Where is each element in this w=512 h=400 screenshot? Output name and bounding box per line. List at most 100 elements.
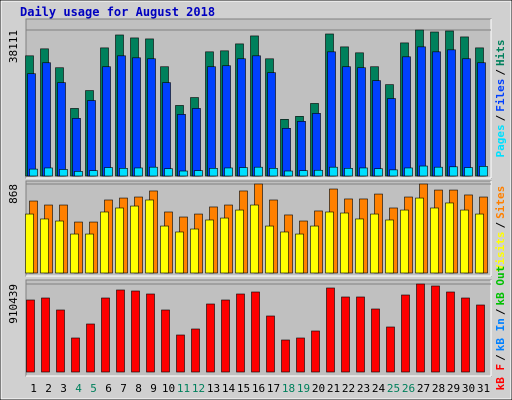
bar <box>342 66 351 177</box>
bar <box>327 51 336 177</box>
bar <box>296 337 305 373</box>
bar <box>26 299 35 373</box>
bar <box>385 219 394 274</box>
legend-separator: / <box>494 308 507 315</box>
bar <box>176 334 185 373</box>
x-tick-label: 1 <box>30 382 37 395</box>
legend-entry: Sites <box>494 186 507 219</box>
bar <box>130 205 139 274</box>
bar <box>449 166 458 177</box>
bar <box>461 297 470 373</box>
bar <box>42 62 51 177</box>
bar <box>416 283 425 373</box>
x-tick-label: 28 <box>432 382 445 395</box>
bar <box>434 166 443 177</box>
bar <box>132 57 141 177</box>
bar <box>252 55 261 177</box>
bar <box>209 168 218 177</box>
bar <box>41 297 50 373</box>
bar <box>55 220 64 274</box>
x-tick-label: 23 <box>357 382 370 395</box>
bar <box>431 285 440 373</box>
bar <box>101 297 110 373</box>
x-tick-label: 25 <box>387 382 400 395</box>
bar <box>402 56 411 177</box>
bar <box>254 166 263 177</box>
bar <box>400 209 409 274</box>
x-tick-label: 27 <box>417 382 430 395</box>
legend-entry: Files <box>494 79 507 112</box>
bar <box>340 212 349 274</box>
bar <box>104 167 113 177</box>
bar <box>312 113 321 177</box>
legend: Visits / Sites <box>494 186 507 272</box>
x-tick-label: 17 <box>267 382 280 395</box>
bar <box>447 49 456 177</box>
bar <box>359 167 368 177</box>
x-tick-label: 9 <box>150 382 157 395</box>
bar <box>70 233 79 274</box>
bar <box>357 67 366 177</box>
x-tick-label: 3 <box>60 382 67 395</box>
bar <box>374 168 383 177</box>
bar <box>401 294 410 373</box>
x-tick-label: 6 <box>105 382 112 395</box>
bar <box>175 231 184 274</box>
bar <box>164 168 173 177</box>
bar <box>479 166 488 177</box>
bar <box>477 62 486 177</box>
x-tick-label: 16 <box>252 382 265 395</box>
bar <box>282 128 291 177</box>
bar <box>341 296 350 373</box>
bar <box>269 168 278 177</box>
bar <box>85 233 94 274</box>
x-tick-label: 14 <box>222 382 236 395</box>
bar <box>297 121 306 177</box>
x-tick-label: 26 <box>402 382 415 395</box>
bar <box>56 309 65 373</box>
bar <box>145 199 154 274</box>
bar <box>265 225 274 274</box>
x-tick-label: 15 <box>237 382 250 395</box>
bar <box>417 46 426 177</box>
bar <box>27 73 36 177</box>
bar <box>326 287 335 373</box>
bar <box>89 170 98 177</box>
legend-separator: / <box>494 114 507 121</box>
bar <box>430 207 439 274</box>
bar <box>432 51 441 177</box>
bar <box>251 291 260 373</box>
y-tick-label: 38111 <box>7 30 20 63</box>
bar <box>191 328 200 373</box>
x-tick-label: 12 <box>192 382 205 395</box>
bar <box>207 66 216 177</box>
bar <box>236 293 245 373</box>
bar <box>311 330 320 373</box>
bar <box>370 213 379 274</box>
bar <box>356 296 365 373</box>
bar <box>87 100 96 177</box>
bar <box>355 218 364 274</box>
bar <box>74 171 83 177</box>
bar <box>329 166 338 177</box>
bar <box>220 217 229 274</box>
legend-separator: / <box>494 222 507 229</box>
x-tick-label: 24 <box>372 382 386 395</box>
bar <box>314 169 323 177</box>
x-tick-label: 10 <box>162 382 175 395</box>
legend-entry: kB Out <box>494 266 507 306</box>
bar <box>476 304 485 373</box>
bar <box>40 218 49 274</box>
bar <box>415 197 424 274</box>
x-tick-label: 19 <box>297 382 310 395</box>
bar <box>117 55 126 177</box>
bar <box>29 168 38 177</box>
bar <box>190 228 199 274</box>
bar <box>149 166 158 177</box>
bar <box>59 169 68 177</box>
x-tick-label: 18 <box>282 382 295 395</box>
x-tick-label: 20 <box>312 382 325 395</box>
bar <box>115 207 124 274</box>
